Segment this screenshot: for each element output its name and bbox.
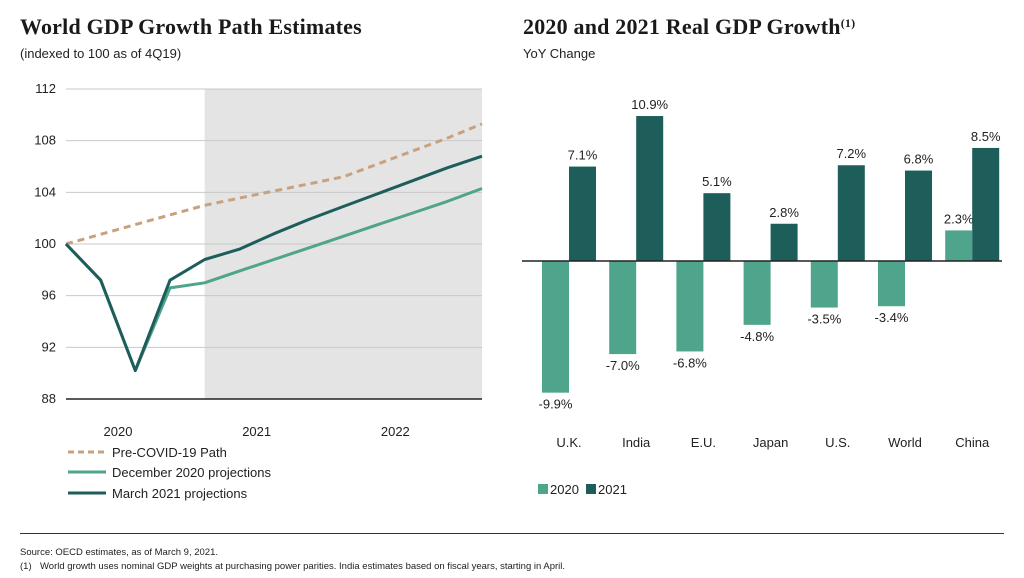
- line-chart-subtitle: (indexed to 100 as of 4Q19): [20, 46, 182, 61]
- data-label: -3.4%: [875, 310, 909, 325]
- x-tick-label: 2020: [104, 424, 133, 439]
- bar-2021: [905, 170, 932, 261]
- y-tick-label: 104: [34, 184, 56, 199]
- data-label: 6.8%: [904, 152, 934, 167]
- bar-chart: -9.9% 7.1% U.K. -7.0% 10.9% India -6.8% 5.1% E.U…: [522, 97, 1002, 497]
- bar-2020: [878, 261, 905, 307]
- footnote-text: World growth uses nominal GDP weights at…: [40, 561, 566, 572]
- legend-swatch: [586, 484, 596, 494]
- legend-label: 2021: [598, 482, 627, 497]
- x-tick-label: 2021: [242, 424, 271, 439]
- y-tick-label: 96: [42, 288, 56, 303]
- bar-chart-title-text: 2020 and 2021 Real GDP Growth: [523, 14, 841, 39]
- data-label: 7.1%: [568, 148, 598, 163]
- bar-2020: [810, 261, 838, 308]
- y-tick-label: 100: [34, 236, 56, 251]
- legend-label: 2020: [550, 482, 579, 497]
- data-label: -9.9%: [539, 397, 573, 412]
- bar-2021: [703, 193, 731, 261]
- y-tick-label: 88: [42, 391, 56, 406]
- footnote: (1) World growth uses nominal GDP weights…: [20, 561, 565, 572]
- category-label: U.S.: [825, 435, 850, 450]
- category-label: World: [888, 435, 922, 450]
- data-label: -7.0%: [606, 358, 640, 373]
- data-label: 5.1%: [702, 174, 732, 189]
- x-tick-label: 2022: [381, 424, 410, 439]
- data-label: 7.2%: [836, 146, 866, 161]
- category-label: Japan: [753, 435, 788, 450]
- bar-chart-title: 2020 and 2021 Real GDP Growth(1): [523, 14, 855, 40]
- bar-2021: [972, 147, 1000, 261]
- bar-2021: [636, 116, 664, 261]
- bar-2020: [609, 261, 637, 355]
- data-label: -3.5%: [807, 312, 841, 327]
- bar-2020: [743, 261, 771, 325]
- line-chart: 88 92 96 100 104 108 112 2020 2021 2022 Pre-COVID-…: [34, 81, 483, 501]
- category-label: India: [622, 435, 651, 450]
- legend-label: December 2020 projections: [112, 465, 271, 480]
- bar-2020: [945, 230, 973, 261]
- y-tick-label: 108: [34, 133, 56, 148]
- data-label: 8.5%: [971, 129, 1001, 144]
- data-label: 2.8%: [769, 205, 799, 220]
- legend-label: Pre-COVID-19 Path: [112, 445, 227, 460]
- bar-2021: [770, 223, 798, 261]
- category-label: China: [955, 435, 990, 450]
- category-label: E.U.: [691, 435, 716, 450]
- y-tick-label: 92: [42, 339, 56, 354]
- category-label: U.K.: [556, 435, 581, 450]
- line-chart-title: World GDP Growth Path Estimates: [20, 14, 362, 39]
- data-label: 2.3%: [944, 211, 974, 226]
- data-label: -6.8%: [673, 355, 707, 370]
- data-label: -4.8%: [740, 329, 774, 344]
- bar-2020: [676, 261, 704, 352]
- footer-divider: [20, 533, 1004, 534]
- source-note: Source: OECD estimates, as of March 9, 2…: [20, 547, 219, 558]
- series-line-2: [64, 154, 483, 373]
- footnote-number: (1): [20, 561, 32, 572]
- footnote-marker: (1): [840, 16, 856, 30]
- y-tick-label: 112: [35, 81, 56, 96]
- bar-chart-subtitle: YoY Change: [523, 46, 596, 61]
- bar-2021: [837, 165, 865, 261]
- bar-2021: [569, 166, 596, 261]
- legend-swatch: [538, 484, 548, 494]
- data-label: 10.9%: [631, 97, 668, 112]
- bar-2020: [542, 261, 569, 393]
- legend-label: March 2021 projections: [112, 486, 248, 501]
